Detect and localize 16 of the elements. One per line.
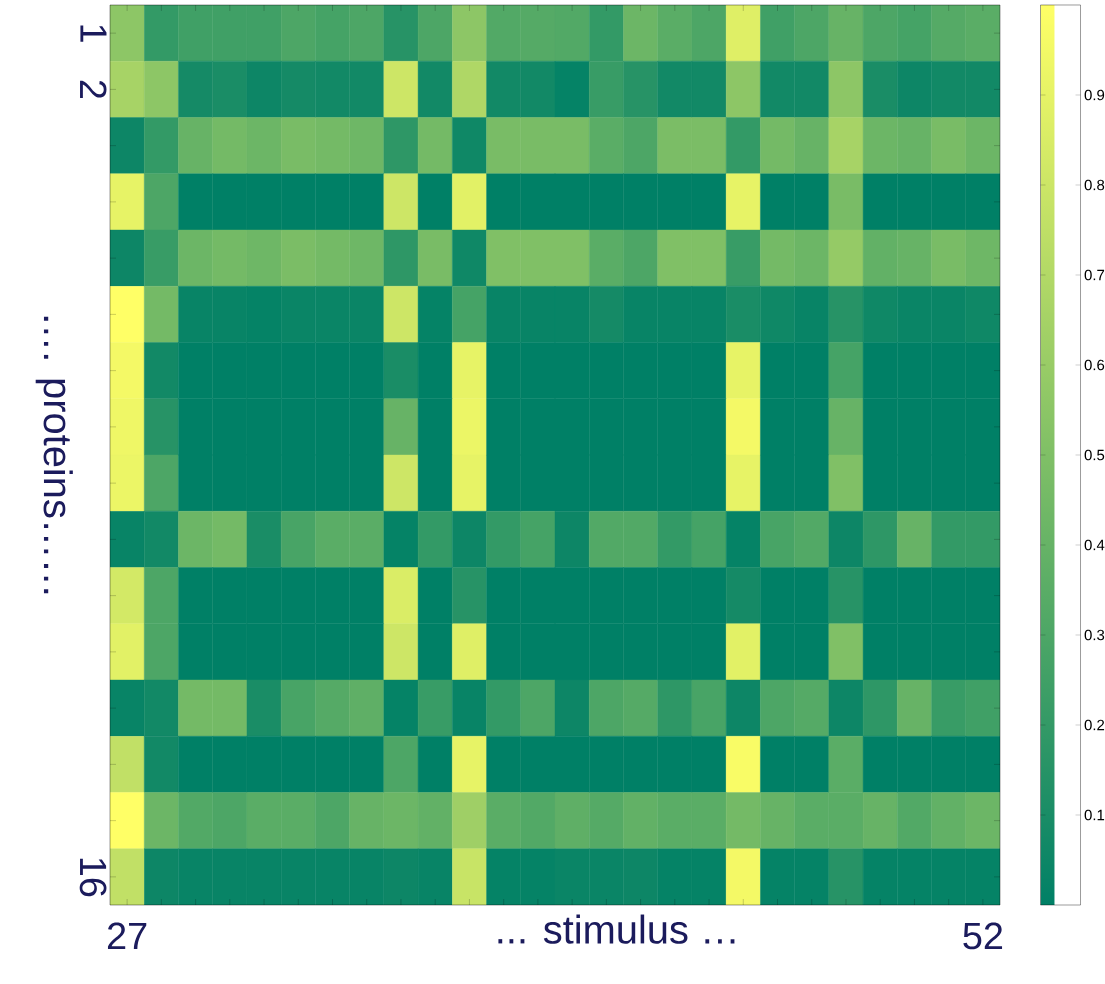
color-bar-label: 0.6 — [1084, 359, 1105, 371]
color-bar-label: 0.7 — [1084, 269, 1105, 281]
x-tick-label: 52 — [963, 922, 1003, 950]
y-tick-label: 1 — [80, 25, 107, 42]
y-axis-title: …. proteins…… — [35, 316, 73, 594]
x-axis-title: ... stimulus … — [498, 914, 735, 944]
color-bar-label: 0.4 — [1084, 539, 1105, 551]
color-bar-label: 0.2 — [1084, 719, 1105, 731]
color-bar-label: 0.8 — [1084, 179, 1105, 191]
color-bar-label: 0.5 — [1084, 449, 1105, 461]
color-bar-label: 0.3 — [1084, 629, 1105, 641]
y-tick-label: 2 — [80, 80, 107, 99]
y-tick-label: 16 — [79, 858, 107, 897]
x-tick-label: 27 — [107, 922, 147, 949]
color-bar-label: 0.9 — [1084, 89, 1105, 101]
color-bar-label: 0.1 — [1084, 809, 1105, 821]
